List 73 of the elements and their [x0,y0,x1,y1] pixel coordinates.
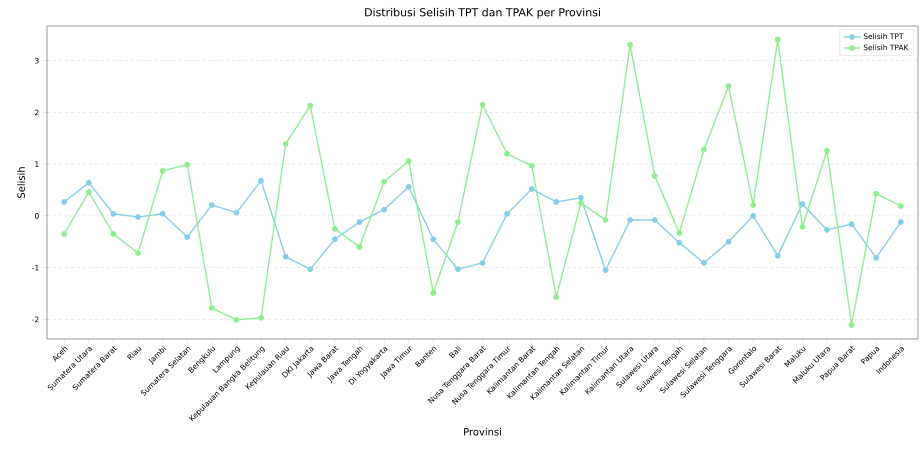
point [528,162,535,169]
point [430,236,436,242]
point [578,200,584,206]
point [627,42,634,48]
point [234,210,240,216]
point [873,254,880,261]
point [258,178,264,184]
point [726,83,732,89]
point [553,199,560,205]
point [898,203,904,209]
point [455,219,461,225]
point [86,180,92,186]
point [652,173,658,179]
point [750,202,756,208]
point [356,244,362,250]
point [480,102,486,108]
point [184,162,190,168]
point [750,212,756,219]
point [406,158,412,164]
point [824,226,830,233]
point [184,234,190,240]
point [799,201,806,207]
point [528,186,535,192]
point [898,219,904,225]
point [799,224,806,230]
chart-title: Distribusi Selisih TPT dan TPAK per Provinsi [365,8,600,19]
point [160,168,166,174]
point [332,236,338,242]
point [258,314,264,321]
point [676,230,682,236]
point [234,316,240,323]
point [701,260,707,266]
point [61,199,68,205]
point [430,290,436,296]
point [86,189,92,195]
point [676,240,682,246]
point [307,102,314,109]
point [627,217,634,223]
point [726,238,732,245]
point [578,194,584,201]
point [356,219,362,225]
point [848,322,854,328]
point [652,217,658,223]
point [774,252,781,259]
point [873,190,880,197]
point [455,266,461,272]
point [282,254,289,260]
point [208,202,215,208]
point [110,210,116,217]
point [61,231,68,237]
point [480,260,486,266]
y-axis-title: Selisih [17,167,25,198]
point [848,221,854,228]
point [110,231,116,237]
point [208,305,215,311]
point [553,294,560,300]
point [504,210,510,217]
point [135,250,141,256]
point [381,206,387,213]
point [406,184,412,190]
point [307,266,314,272]
point [160,210,166,217]
point [381,178,387,185]
point [701,146,707,153]
point [135,214,141,220]
x-axis-title: Provinsi [464,428,501,436]
point [602,267,608,274]
point [282,141,289,147]
point [332,226,338,232]
point [824,148,830,154]
point [602,217,608,223]
point [774,36,781,42]
point [504,150,510,157]
